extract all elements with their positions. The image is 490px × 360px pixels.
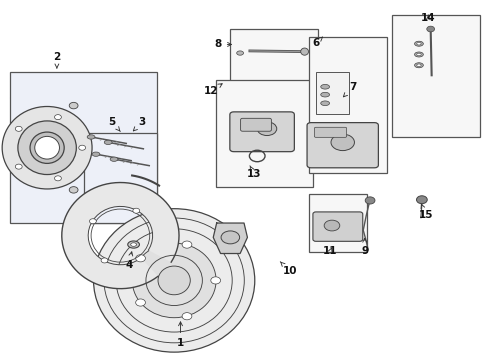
Bar <box>84 134 157 223</box>
Text: 12: 12 <box>203 84 222 96</box>
Ellipse shape <box>2 107 92 189</box>
FancyBboxPatch shape <box>230 112 294 152</box>
Ellipse shape <box>415 52 423 57</box>
Circle shape <box>90 219 97 224</box>
Ellipse shape <box>301 48 309 55</box>
Text: 3: 3 <box>133 117 146 131</box>
Circle shape <box>54 114 61 120</box>
Ellipse shape <box>324 220 340 231</box>
Circle shape <box>182 241 192 248</box>
Text: 4: 4 <box>125 252 133 270</box>
Bar <box>216 80 314 187</box>
Bar <box>309 194 367 252</box>
Circle shape <box>136 255 146 262</box>
Text: 11: 11 <box>323 246 338 256</box>
Text: 14: 14 <box>421 13 436 23</box>
Ellipse shape <box>237 51 244 55</box>
Ellipse shape <box>321 85 330 89</box>
Circle shape <box>15 126 22 131</box>
Text: 8: 8 <box>215 40 231 49</box>
Ellipse shape <box>221 231 240 244</box>
Ellipse shape <box>104 140 112 144</box>
Polygon shape <box>213 223 247 253</box>
Bar <box>309 37 387 173</box>
Ellipse shape <box>69 186 78 193</box>
Circle shape <box>15 164 22 169</box>
Text: 6: 6 <box>312 37 322 48</box>
Ellipse shape <box>128 241 140 248</box>
Bar <box>230 30 318 87</box>
Polygon shape <box>62 183 179 289</box>
Text: 5: 5 <box>108 117 121 131</box>
Text: 13: 13 <box>246 166 261 179</box>
Text: 7: 7 <box>343 82 356 97</box>
Ellipse shape <box>30 132 64 163</box>
Ellipse shape <box>87 135 95 139</box>
Circle shape <box>182 312 192 320</box>
Ellipse shape <box>417 64 421 67</box>
Circle shape <box>416 196 427 204</box>
Ellipse shape <box>321 101 330 105</box>
Ellipse shape <box>415 41 423 46</box>
Ellipse shape <box>110 157 118 161</box>
Ellipse shape <box>331 134 354 150</box>
Ellipse shape <box>18 121 76 175</box>
Circle shape <box>54 176 61 181</box>
Circle shape <box>365 197 375 204</box>
Ellipse shape <box>132 243 216 318</box>
Ellipse shape <box>94 209 255 352</box>
Ellipse shape <box>35 136 59 159</box>
Ellipse shape <box>69 102 78 109</box>
FancyBboxPatch shape <box>315 127 346 137</box>
Ellipse shape <box>417 42 421 45</box>
Bar <box>316 72 349 114</box>
Circle shape <box>79 145 86 150</box>
Text: 2: 2 <box>53 52 60 68</box>
Circle shape <box>427 26 435 32</box>
Bar <box>392 15 480 137</box>
Ellipse shape <box>257 122 277 135</box>
Ellipse shape <box>131 243 137 246</box>
Circle shape <box>136 299 146 306</box>
Ellipse shape <box>415 63 423 68</box>
Text: 9: 9 <box>361 238 368 256</box>
Text: 1: 1 <box>177 322 184 348</box>
Ellipse shape <box>158 266 190 295</box>
Ellipse shape <box>92 152 100 156</box>
Circle shape <box>101 258 108 263</box>
Bar <box>10 72 157 223</box>
Text: 10: 10 <box>280 262 297 276</box>
FancyBboxPatch shape <box>307 123 378 168</box>
FancyBboxPatch shape <box>241 118 271 131</box>
Ellipse shape <box>321 92 330 97</box>
Circle shape <box>133 208 140 213</box>
Text: 15: 15 <box>418 204 433 220</box>
Circle shape <box>211 277 220 284</box>
Ellipse shape <box>417 53 421 56</box>
FancyBboxPatch shape <box>313 212 363 241</box>
